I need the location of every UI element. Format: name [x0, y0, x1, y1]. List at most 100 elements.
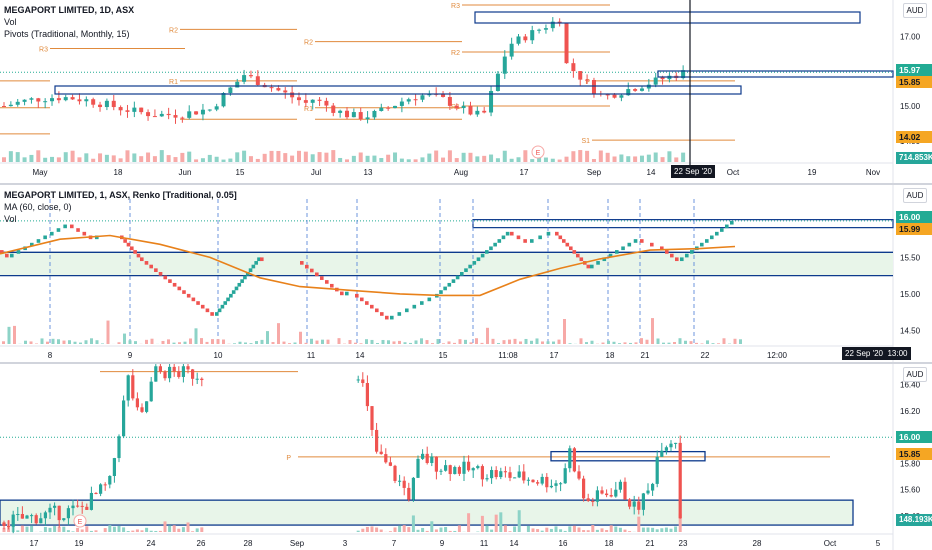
candle-body — [582, 478, 586, 499]
renko-brick — [234, 286, 239, 291]
volume-bar — [195, 528, 199, 532]
candle-body — [221, 93, 226, 107]
volume-bar — [420, 157, 425, 162]
candle-body — [8, 104, 13, 107]
renko-brick — [82, 231, 87, 236]
volume-bar — [711, 343, 715, 344]
renko-brick — [315, 272, 319, 277]
volume-bar — [660, 157, 665, 162]
volume-bar — [513, 338, 517, 344]
volume-bar — [57, 526, 61, 532]
volume-bar — [457, 525, 461, 532]
candle-body — [577, 471, 581, 479]
volume-bar — [288, 343, 291, 344]
renko-currency-unit[interactable]: AUD — [903, 188, 927, 203]
volume-bar — [172, 525, 176, 532]
renko-brick — [365, 301, 369, 305]
daily-chart-pane[interactable]: 14.0015.0016.0017.00May18Jun15Jul13Aug17… — [0, 0, 932, 183]
volume-bar — [516, 157, 521, 162]
volume-bar — [568, 526, 572, 532]
candle-body — [358, 112, 363, 120]
volume-bar — [411, 515, 415, 532]
volume-bar — [260, 339, 264, 344]
renko-brick — [427, 297, 432, 302]
volume-bar — [546, 341, 550, 344]
volume-bar — [228, 158, 233, 162]
candle-body — [194, 111, 199, 115]
volume-bar — [118, 158, 123, 162]
candle-body — [393, 465, 397, 481]
candle-body — [447, 96, 452, 106]
candle-body — [536, 482, 540, 484]
x-tick-label: 17 — [520, 168, 529, 177]
renko-chart-pane[interactable]: 14.50 15.00 15.50 16.00 8 9 10 11 14 15 11:08 17 18 2… — [0, 185, 932, 362]
candle-body — [384, 454, 388, 463]
candle-body — [89, 492, 93, 510]
candle-body — [476, 466, 480, 469]
candle-body — [2, 522, 6, 527]
intraday-chart-canvas[interactable]: 15.4015.6015.8016.0016.2016.40P171924262… — [0, 364, 932, 550]
candle-body — [152, 116, 157, 118]
daily-volume-value: 714.853K — [896, 152, 932, 164]
candle-body — [549, 485, 553, 488]
candle-body — [489, 90, 494, 113]
daily-currency-unit[interactable]: AUD — [903, 3, 927, 18]
renko-brick — [565, 242, 570, 247]
candle-body — [660, 77, 665, 80]
renko-brick — [240, 279, 244, 283]
renko-brick — [523, 239, 527, 243]
volume-bar — [111, 155, 116, 162]
pivot-label: R3 — [451, 3, 460, 10]
renko-brick — [710, 235, 714, 240]
volume-bar — [502, 150, 507, 162]
volume-bar — [181, 527, 185, 532]
candle-body — [125, 110, 130, 112]
renko-brick — [123, 239, 127, 243]
x-tick-label: Oct — [727, 168, 740, 177]
renko-brick — [16, 250, 21, 254]
candle-body — [564, 23, 569, 64]
volume-bar — [205, 341, 209, 344]
volume-bar — [331, 150, 336, 162]
volume-bar — [502, 340, 506, 344]
intraday-last-price: 16.00 — [896, 431, 932, 443]
volume-bar — [454, 158, 459, 162]
intraday-volume-value: 148.193K — [896, 514, 932, 526]
candle-body — [563, 468, 567, 484]
intraday-currency-unit[interactable]: AUD — [903, 367, 927, 382]
renko-brick — [472, 261, 477, 265]
volume-bar — [402, 525, 406, 532]
renko-brick — [231, 290, 236, 294]
renko-brick — [579, 257, 584, 262]
volume-bar — [238, 341, 242, 344]
candle-body — [181, 366, 185, 377]
renko-brick — [5, 253, 9, 258]
candle-body — [365, 117, 370, 120]
daily-chart-canvas[interactable]: 14.0015.0016.0017.00May18Jun15Jul13Aug17… — [0, 0, 932, 183]
renko-crosshair-date: 22 Sep '20 13:00 — [842, 347, 911, 360]
renko-chart-canvas[interactable]: 14.50 15.00 15.50 16.00 8 9 10 11 14 15 11:08 17 18 2… — [0, 185, 932, 362]
intraday-chart-pane[interactable]: 15.4015.6015.8016.0016.2016.40P171924262… — [0, 364, 932, 550]
renko-brick — [177, 286, 182, 291]
pane-separator-2[interactable] — [0, 362, 932, 364]
volume-bar — [43, 526, 47, 532]
candle-body — [361, 379, 365, 384]
renko-brick — [260, 257, 264, 262]
renko-brick — [158, 272, 163, 276]
candle-body — [609, 495, 613, 497]
volume-bar — [276, 150, 281, 162]
pane-separator-1[interactable] — [0, 183, 932, 185]
candle-body — [490, 470, 494, 479]
candle-body — [84, 99, 89, 102]
candle-body — [453, 467, 457, 475]
volume-bar — [145, 527, 149, 532]
volume-bar — [407, 527, 411, 532]
candle-body — [365, 383, 369, 407]
candle-body — [154, 366, 158, 382]
candle-body — [34, 515, 38, 524]
volume-bar — [582, 530, 586, 532]
volume-bar — [356, 530, 360, 532]
candle-body — [494, 470, 498, 478]
renko-crosshair-day: 22 Sep '20 — [845, 349, 884, 358]
candle-body — [595, 490, 599, 502]
